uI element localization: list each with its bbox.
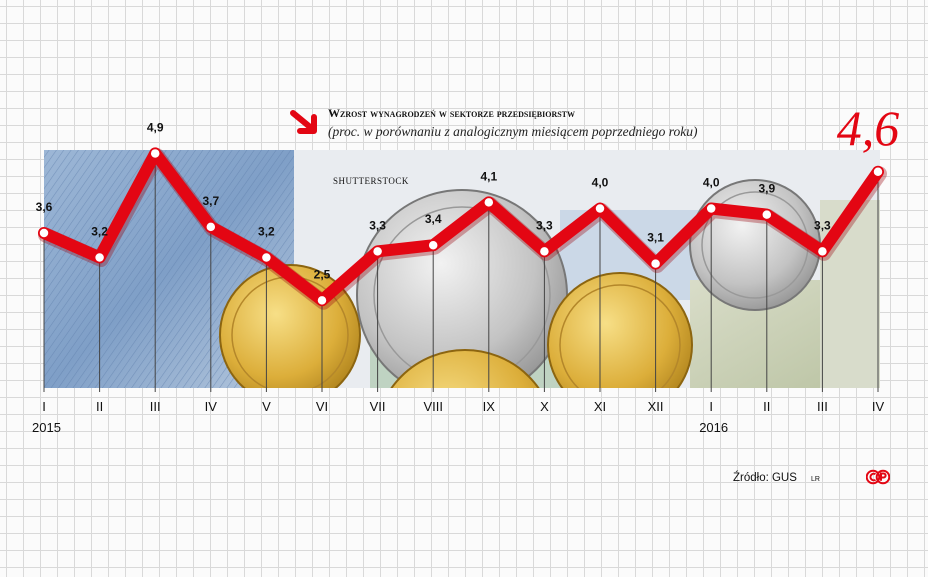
data-point [761,208,773,221]
data-label-highlight: 4,6 [837,100,900,156]
data-point [872,166,884,178]
data-point [538,245,551,258]
data-point [149,147,161,160]
data-label: 3,2 [258,224,275,238]
data-label: 3,3 [369,218,386,232]
year-label: 2016 [699,420,728,435]
x-tick-label: V [262,399,271,414]
vertical-guide-lines [43,153,879,392]
data-label: 3,4 [425,212,442,226]
data-point [649,257,662,270]
photo-credit: SHUTTERSTOCK [333,176,409,186]
x-tick-label: II [763,399,770,414]
data-point [427,239,439,251]
data-point [316,294,328,307]
data-label: 3,7 [202,194,219,208]
x-tick-label: IX [483,399,496,414]
source-note: Źródło: GUS [733,472,797,484]
year-label: 2015 [32,420,61,435]
data-point [594,202,606,215]
red-arrow-icon [290,110,317,134]
data-label: 3,6 [36,200,53,214]
series-layer: 3,6 3,2 4,9 3,7 3,2 2,5 3,3 3,4 4,1 3,3 4,0 3,1 4,0 3… [36,100,900,310]
x-tick-label: VII [370,399,386,414]
x-tick-label: XII [648,399,664,414]
data-label: 4,0 [703,176,720,190]
author-initials: LR [811,476,820,483]
chart-subtitle: (proc. w porównaniu z analogicznym miesi… [328,124,698,139]
x-tick-label: I [42,399,46,414]
data-label: 3,3 [536,218,553,232]
data-label: 3,3 [814,218,831,232]
data-label: 3,1 [647,231,664,245]
x-tick-label: I [709,399,713,414]
x-tick-label: X [540,399,549,414]
x-tick-label: IV [205,399,218,414]
data-label: 2,5 [314,267,331,281]
x-tick-label: III [150,399,161,414]
data-label: 4,1 [480,169,497,183]
x-tick-label: VI [316,399,328,414]
data-label: 3,2 [91,224,108,238]
data-label: 3,9 [758,182,775,196]
x-tick-label: XI [594,399,606,414]
data-point [38,227,50,239]
data-point [205,221,217,233]
data-point [816,245,829,258]
data-point [260,251,273,264]
data-point [705,202,717,215]
publisher-logo-icon [866,469,890,485]
series-line [38,147,884,307]
data-label: 4,0 [592,176,609,190]
data-point [93,251,106,264]
x-tick-label: III [817,399,828,414]
data-point [371,245,384,258]
currency-photo [44,150,880,388]
x-tick-label: VIII [423,399,443,414]
data-label: 4,9 [147,120,164,134]
data-point [483,196,495,209]
x-tick-label: IV [872,399,885,414]
x-tick-label: II [96,399,103,414]
chart-title: Wzrost wynagrodzeń w sektorze przedsiębi… [328,106,576,120]
